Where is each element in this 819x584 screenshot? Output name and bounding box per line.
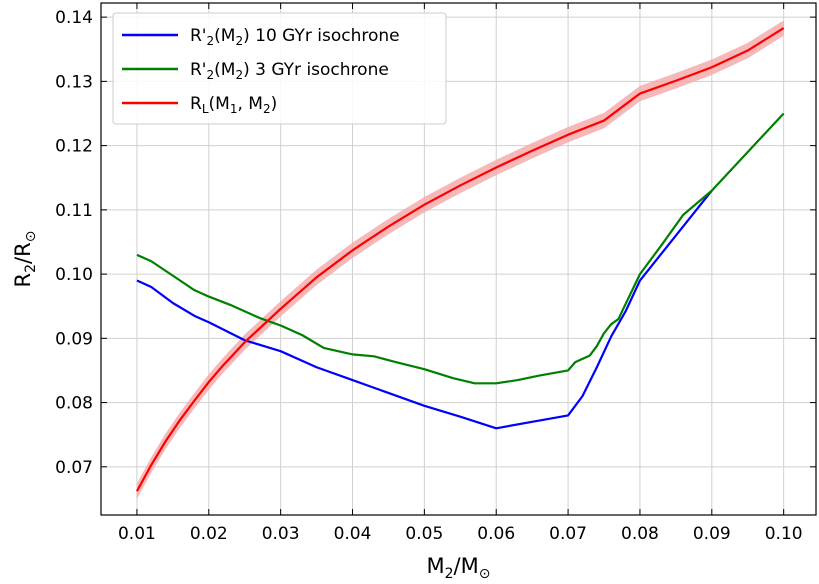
- y-tick-label: 0.08: [55, 394, 93, 414]
- y-tick-label: 0.07: [55, 458, 93, 478]
- axis-ticks: [101, 3, 816, 515]
- legend: R'2(M2) 10 GYr isochrone R'2(M2) 3 GYr i…: [112, 12, 447, 125]
- x-tick-label: 0.03: [262, 524, 300, 544]
- x-tick-label: 0.09: [693, 524, 731, 544]
- x-tick-label: 0.02: [190, 524, 228, 544]
- y-tick-label: 0.10: [55, 265, 93, 285]
- series-lines: [135, 27, 785, 492]
- y-tick-label: 0.14: [55, 8, 93, 28]
- x-tick-label: 0.10: [765, 524, 803, 544]
- legend-label-3gyr: R'2(M2) 3 GYr isochrone: [190, 60, 389, 82]
- grid-lines: [101, 3, 816, 515]
- series-line-3gyr: [136, 112, 785, 385]
- y-tick-label: 0.13: [55, 72, 93, 92]
- roche-uncertainty-band: [136, 20, 784, 499]
- plot-frame: [100, 2, 817, 516]
- y-tick-label: 0.11: [55, 201, 93, 221]
- tick-labels: 0.01 0.02 0.03 0.04 0.05 0.06 0.07 0.08 0.09 0.10…: [55, 8, 802, 544]
- x-tick-label: 0.04: [334, 524, 372, 544]
- x-tick-label: 0.07: [549, 524, 587, 544]
- x-tick-label: 0.01: [118, 524, 156, 544]
- y-axis-label: R2/R⊙: [11, 231, 39, 288]
- x-axis-label: M2/M⊙: [427, 554, 491, 582]
- uncertainty-bands: [136, 20, 784, 499]
- legend-label-roche: RL(M1, M2): [190, 94, 277, 116]
- y-tick-label: 0.12: [55, 137, 93, 157]
- x-tick-label: 0.06: [477, 524, 515, 544]
- x-tick-label: 0.08: [621, 524, 659, 544]
- legend-box: [112, 12, 447, 125]
- y-tick-label: 0.09: [55, 329, 93, 349]
- series-line-roche: [135, 27, 785, 492]
- series-line-10gyr: [136, 189, 713, 430]
- legend-label-10gyr: R'2(M2) 10 GYr isochrone: [190, 26, 400, 48]
- x-tick-label: 0.05: [405, 524, 443, 544]
